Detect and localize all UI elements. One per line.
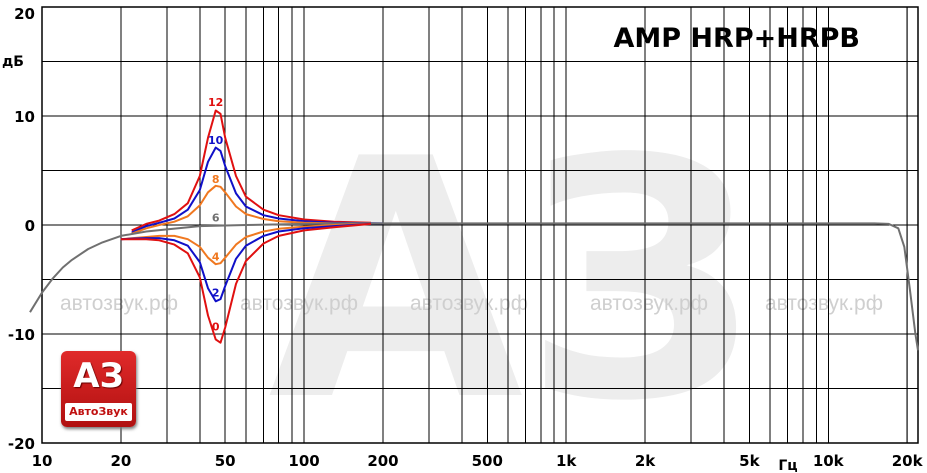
watermark-text: автозвук.рф [590,292,708,315]
series-label-0: 0 [212,320,220,333]
series-label-12: 12 [208,96,223,109]
y-tick-label: 0 [25,217,35,235]
series-line-6 [29,222,919,351]
x-tick-label: 20k [892,452,924,470]
x-tick-label: 50 [215,452,236,470]
series-label-2: 2 [212,287,220,300]
chart-grid [41,6,919,444]
x-tick-label: 500 [472,452,503,470]
avtozvuk-logo: АЗ АвтоЗвук [61,351,136,427]
series-line-2 [120,222,372,303]
x-tick-label: 200 [367,452,398,470]
x-axis-label: Гц [778,458,797,473]
y-tick-label: 10 [14,108,35,126]
chart-series [29,109,919,351]
chart-title: AMP HRP+HRPB [613,23,860,54]
x-tick-label: 1k [556,452,577,470]
y-tick-label: 20 [14,5,35,23]
x-tick-label: 100 [288,452,319,470]
series-label-6: 6 [212,211,220,224]
logo-name: АвтоЗвук [65,403,132,421]
logo-letters: АЗ [73,356,124,396]
series-line-8 [131,184,371,235]
y-axis-label: дБ [2,54,24,70]
series-label-10: 10 [208,134,224,147]
watermark-text: автозвук.рф [60,292,178,315]
series-line-12 [131,109,372,232]
watermark-text: автозвук.рф [240,292,358,315]
series-line-10 [131,146,384,234]
series-line-0 [120,222,372,344]
watermark-text: автозвук.рф [765,292,883,315]
y-tick-label: -20 [8,435,35,453]
x-tick-label: 2k [635,452,656,470]
series-label-8: 8 [212,173,220,186]
plot-border [41,6,919,444]
x-tick-label: 10 [32,452,53,470]
x-tick-label: 10k [813,452,845,470]
x-tick-label: 5k [739,452,760,470]
x-tick-label: 20 [110,452,131,470]
curve-labels: 12 10 8 6 4 2 0 [208,96,224,334]
watermark-text: автозвук.рф [410,292,528,315]
series-line-4 [120,222,372,266]
series-label-4: 4 [212,251,220,264]
watermark-large-letters: АЗ [268,89,758,473]
y-tick-label: -10 [8,326,35,344]
